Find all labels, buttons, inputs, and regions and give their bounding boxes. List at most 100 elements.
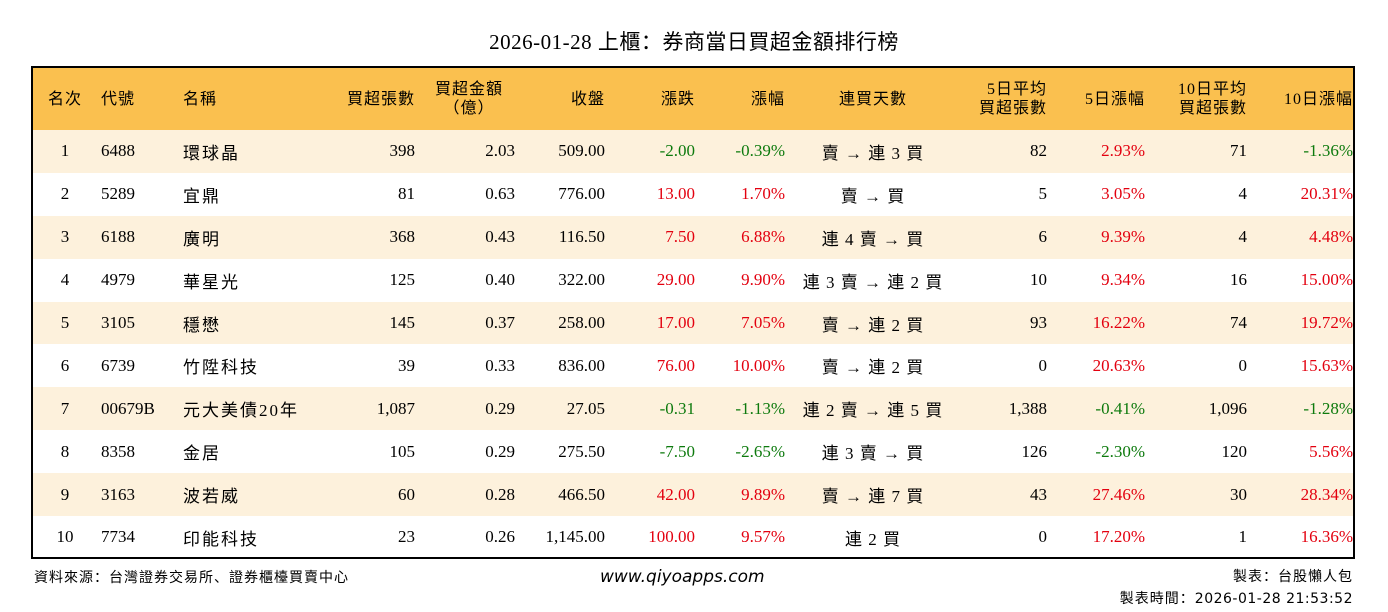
cell-pct5: 16.22% [1092, 313, 1145, 332]
cell-streak: 賣 → 連 2 買 [821, 315, 925, 335]
table-row[interactable]: 6 6739 竹陞科技 39 0.33 836.00 76.00 10.00% … [33, 344, 1353, 388]
cell-change: 17.00 [656, 313, 695, 332]
cell-rank: 9 [60, 484, 70, 504]
header-streak[interactable]: 連買天數 [838, 90, 907, 108]
cell-pct10: 16.36% [1300, 527, 1353, 547]
cell-avg5-lots: 5 [1038, 184, 1048, 204]
cell-net-buy-amount: 0.28 [485, 484, 515, 504]
cell-net-buy-lots: 105 [389, 441, 416, 461]
cell-change-pct: 9.89% [741, 484, 785, 504]
cell-pct10: 28.34% [1300, 484, 1353, 504]
table-row[interactable]: 10 7734 印能科技 23 0.26 1,145.00 100.00 9.5… [33, 516, 1353, 557]
cell-avg10-lots: 1 [1238, 527, 1248, 547]
maker-credit: 製表：台股懶人包 [1233, 570, 1353, 585]
cell-rank: 7 [60, 398, 70, 418]
header-change[interactable]: 漲跌 [660, 90, 695, 108]
cell-pct10: 5.56% [1309, 441, 1353, 461]
cell-code: 4979 [101, 270, 135, 290]
cell-code: 00679B [101, 398, 155, 418]
header-net-buy-lots[interactable]: 買超張數 [346, 90, 415, 108]
table-row[interactable]: 8 8358 金居 105 0.29 275.50 -7.50 -2.65% 連… [33, 430, 1353, 474]
cell-rank: 10 [56, 527, 74, 547]
cell-avg10-lots: 1,096 [1208, 398, 1247, 418]
table-row[interactable]: 9 3163 波若威 60 0.28 466.50 42.00 9.89% 賣 … [33, 473, 1353, 517]
cell-code: 7734 [101, 527, 135, 547]
cell-code: 8358 [101, 441, 135, 461]
cell-streak: 連 3 賣 → 買 [821, 444, 925, 464]
cell-close: 27.05 [566, 398, 605, 418]
cell-change-pct: 7.05% [741, 313, 785, 332]
header-rank[interactable]: 名次 [47, 90, 82, 108]
table-row[interactable]: 5 3105 穩懋 145 0.37 258.00 17.00 7.05% 賣 … [33, 301, 1353, 345]
cell-code: 3105 [101, 313, 135, 332]
header-change-pct[interactable]: 漲幅 [750, 90, 785, 108]
header-pct5[interactable]: 5日漲幅 [1084, 90, 1145, 108]
cell-net-buy-amount: 0.43 [485, 227, 515, 247]
cell-avg5-lots: 0 [1038, 527, 1048, 547]
header-avg10-lots[interactable]: 10日平均 買超張數 [1177, 81, 1247, 117]
cell-pct10: 4.48% [1309, 227, 1353, 247]
cell-change-pct: 9.90% [741, 270, 785, 290]
cell-avg5-lots: 43 [1030, 484, 1047, 504]
cell-avg10-lots: 74 [1230, 313, 1247, 332]
cell-name: 印能科技 [183, 529, 259, 549]
cell-net-buy-lots: 60 [398, 484, 415, 504]
data-source-note: 資料來源：台灣證券交易所、證券櫃檯買賣中心 [34, 571, 349, 586]
header-close[interactable]: 收盤 [570, 90, 605, 108]
cell-net-buy-amount: 0.63 [485, 184, 515, 204]
table-row[interactable]: 2 5289 宜鼎 81 0.63 776.00 13.00 1.70% 賣 →… [33, 172, 1353, 216]
cell-net-buy-amount: 0.26 [485, 527, 515, 547]
cell-net-buy-lots: 145 [389, 313, 416, 332]
cell-avg10-lots: 16 [1230, 270, 1247, 290]
cell-net-buy-lots: 368 [389, 227, 416, 247]
cell-rank: 2 [60, 184, 70, 204]
cell-code: 6488 [101, 141, 135, 161]
cell-avg5-lots: 10 [1030, 270, 1047, 290]
cell-name: 宜鼎 [183, 186, 221, 206]
cell-name: 波若威 [183, 487, 240, 507]
cell-close: 776.00 [558, 184, 605, 204]
cell-change-pct: 10.00% [732, 355, 785, 375]
cell-close: 509.00 [558, 141, 605, 161]
header-code[interactable]: 代號 [101, 90, 136, 108]
website-link[interactable]: www.qiyoapps.com [600, 567, 765, 587]
cell-avg5-lots: 93 [1030, 313, 1047, 332]
cell-pct10: -1.36% [1303, 141, 1353, 161]
cell-change-pct: -0.39% [735, 141, 785, 161]
cell-rank: 1 [60, 141, 70, 161]
cell-net-buy-lots: 1,087 [376, 398, 415, 418]
cell-change: 29.00 [656, 270, 695, 290]
cell-streak: 賣 → 連 2 買 [821, 358, 925, 378]
cell-net-buy-amount: 0.29 [485, 441, 515, 461]
cell-change: 100.00 [648, 527, 695, 547]
cell-rank: 4 [60, 270, 70, 290]
cell-avg5-lots: 6 [1038, 227, 1048, 247]
cell-streak: 連 2 賣 → 連 5 買 [802, 401, 944, 421]
cell-avg10-lots: 71 [1230, 141, 1247, 161]
cell-code: 5289 [101, 184, 135, 204]
cell-streak: 賣 → 連 7 買 [821, 487, 925, 507]
cell-pct10: 19.72% [1300, 313, 1353, 332]
header-pct10[interactable]: 10日漲幅 [1283, 90, 1353, 108]
table-row[interactable]: 7 00679B 元大美債20年 1,087 0.29 27.05 -0.31 … [33, 387, 1353, 431]
cell-net-buy-amount: 0.33 [485, 355, 515, 375]
header-name[interactable]: 名稱 [183, 90, 218, 108]
cell-rank: 5 [60, 313, 70, 332]
table-row[interactable]: 3 6188 廣明 368 0.43 116.50 7.50 6.88% 連 4… [33, 215, 1353, 259]
cell-avg5-lots: 82 [1030, 141, 1047, 161]
cell-change: 42.00 [656, 484, 695, 504]
cell-pct5: 27.46% [1092, 484, 1145, 504]
cell-pct5: 2.93% [1101, 141, 1145, 161]
cell-change-pct: -1.13% [735, 398, 785, 418]
header-net-buy-amount[interactable]: 買超金額 （億） [434, 81, 503, 117]
table-row[interactable]: 4 4979 華星光 125 0.40 322.00 29.00 9.90% 連… [33, 258, 1353, 302]
generated-time-value: 2026-01-28 21:53:52 [1194, 591, 1353, 607]
header-avg5-lots[interactable]: 5日平均 買超張數 [978, 81, 1047, 117]
cell-change: 7.50 [665, 227, 695, 247]
cell-avg10-lots: 30 [1230, 484, 1247, 504]
cell-pct10: 15.00% [1300, 270, 1353, 290]
table-row[interactable]: 1 6488 環球晶 398 2.03 509.00 -2.00 -0.39% … [33, 130, 1353, 173]
cell-pct5: -2.30% [1095, 441, 1145, 461]
cell-pct10: 15.63% [1300, 355, 1353, 375]
cell-avg10-lots: 0 [1238, 355, 1248, 375]
